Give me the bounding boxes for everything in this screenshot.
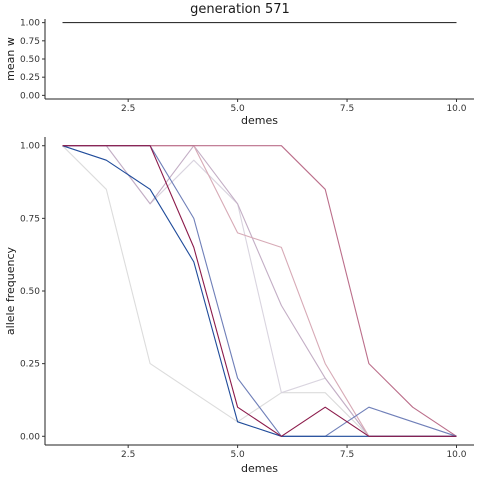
x-axis-label: demes — [241, 114, 278, 127]
x-tick-label: 7.5 — [340, 450, 354, 460]
y-tick-label: 0.00 — [20, 432, 40, 442]
y-axis-label: allele frequency — [4, 246, 17, 335]
x-axis-label: demes — [241, 462, 278, 475]
y-tick-label: 0.75 — [20, 37, 40, 47]
x-tick-label: 5.0 — [230, 104, 245, 114]
y-tick-label: 0.25 — [20, 360, 40, 370]
x-tick-label: 2.5 — [121, 104, 135, 114]
mean-w-panel: 2.5 5.0 7.5 10.0 0.00 0.25 0.50 0.75 1.00 demes me… — [4, 19, 474, 127]
chart-title: generation 571 — [190, 2, 290, 17]
x-tick-label: 5.0 — [230, 450, 245, 460]
y-tick-label: 0.25 — [20, 73, 40, 83]
x-tick-label: 2.5 — [121, 450, 135, 460]
series-line-5 — [62, 145, 457, 437]
y-tick-label: 1.00 — [20, 19, 40, 29]
y-tick-label: 0.50 — [20, 287, 40, 297]
x-tick-label: 7.5 — [340, 104, 354, 114]
y-tick-label: 0.75 — [20, 214, 40, 224]
y-tick-label: 0.00 — [20, 91, 40, 101]
y-tick-label: 0.50 — [20, 55, 40, 65]
allele-frequency-panel: 2.5 5.0 7.5 10.0 0.00 0.25 0.50 0.75 1.00 demes al… — [4, 137, 474, 475]
series-line-8 — [62, 145, 457, 437]
y-tick-label: 1.00 — [20, 142, 40, 152]
x-tick-label: 10.0 — [446, 104, 466, 114]
x-tick-label: 10.0 — [446, 450, 466, 460]
y-axis-label: mean w — [4, 37, 17, 81]
